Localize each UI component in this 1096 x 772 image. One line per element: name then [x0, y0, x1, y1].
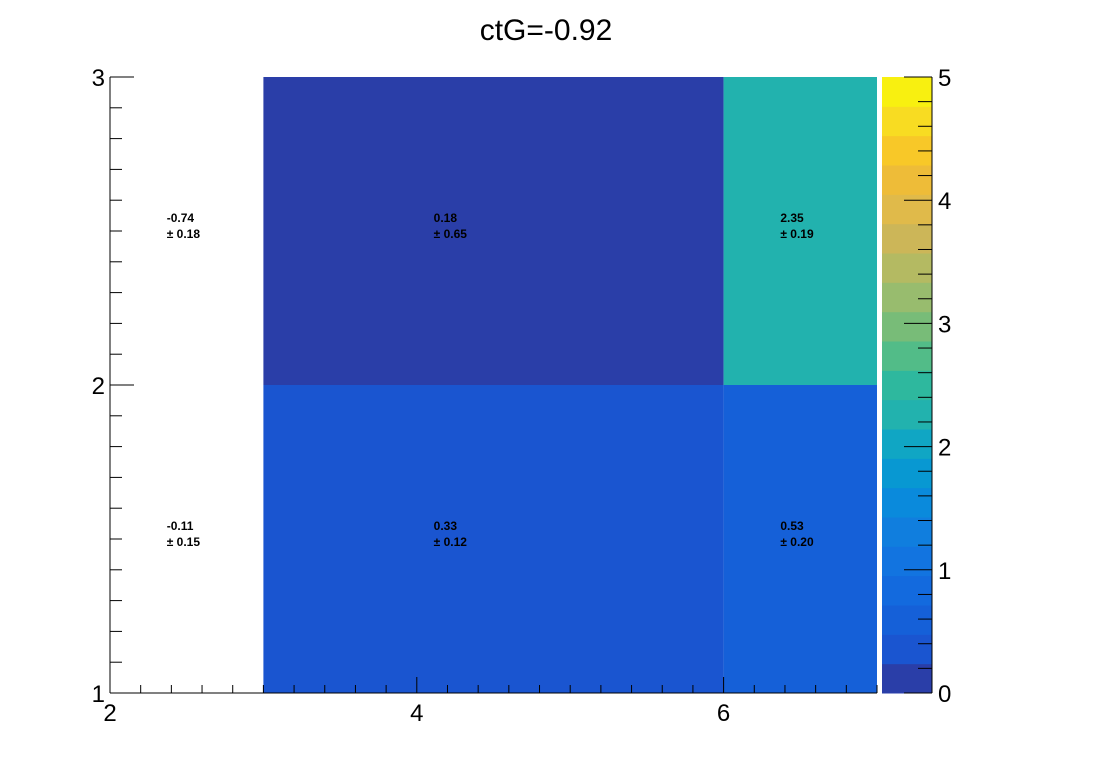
colorbar-tick-label: 3 — [938, 311, 951, 338]
colorbar-band — [882, 165, 932, 195]
x-tick-label: 2 — [103, 700, 116, 727]
cell-labels: -0.11 ± 0.15 0.33 ± 0.12 0.53 ± 0.20 -0.74 ± 0.… — [167, 211, 814, 549]
x-tick-label: 6 — [717, 700, 730, 727]
colorbar-band — [882, 399, 932, 430]
heatmap-cell — [723, 77, 877, 385]
heatmap-cell — [110, 385, 264, 693]
cell-value-label: -0.11 — [167, 519, 194, 533]
colorbar-band — [882, 575, 932, 606]
heatmap-cell — [263, 77, 724, 385]
cell-error-label: ± 0.15 — [167, 535, 201, 549]
cell-value-label: -0.74 — [167, 211, 195, 225]
colorbar-band — [882, 194, 932, 225]
colorbar-tick-label: 0 — [938, 681, 951, 708]
colorbar-band — [882, 77, 932, 107]
heatmap-cell — [723, 385, 877, 693]
colorbar-band — [882, 429, 932, 459]
cell-value-label: 2.35 — [780, 211, 804, 225]
heatmap-cells — [110, 77, 877, 693]
colorbar-band — [882, 605, 932, 635]
cell-error-label: ± 0.12 — [434, 535, 468, 549]
y-tick-label: 2 — [92, 373, 105, 400]
cell-error-label: ± 0.19 — [780, 227, 814, 241]
colorbar-tick-label: 4 — [938, 188, 951, 215]
colorbar-band — [882, 106, 932, 137]
y-tick-label: 3 — [92, 65, 105, 92]
cell-error-label: ± 0.65 — [434, 227, 468, 241]
colorbar-band — [882, 458, 932, 489]
colorbar-band — [882, 370, 932, 401]
colorbar-band — [882, 517, 932, 547]
colorbar-tick-label: 2 — [938, 435, 951, 462]
y-tick-label: 1 — [92, 681, 105, 708]
colorbar-tick-label: 5 — [938, 65, 951, 92]
cell-value-label: 0.53 — [780, 519, 804, 533]
colorbar: 0 1 2 3 4 5 — [882, 65, 951, 708]
colorbar-band — [882, 311, 932, 342]
colorbar-band — [882, 546, 932, 577]
colorbar-band — [882, 223, 932, 254]
colorbar-band — [882, 253, 932, 283]
colorbar-tick-label: 1 — [938, 558, 951, 585]
cell-error-label: ± 0.20 — [780, 535, 814, 549]
colorbar-band — [882, 487, 932, 518]
cell-error-label: ± 0.18 — [167, 227, 201, 241]
heatmap-cell — [263, 385, 724, 693]
cell-value-label: 0.18 — [434, 211, 458, 225]
colorbar-band — [882, 341, 932, 371]
heatmap-cell — [110, 77, 264, 385]
cell-value-label: 0.33 — [434, 519, 458, 533]
colorbar-band — [882, 282, 932, 313]
colorbar-band — [882, 634, 932, 665]
x-tick-label: 4 — [410, 700, 423, 727]
chart-title: ctG=-0.92 — [480, 14, 613, 47]
